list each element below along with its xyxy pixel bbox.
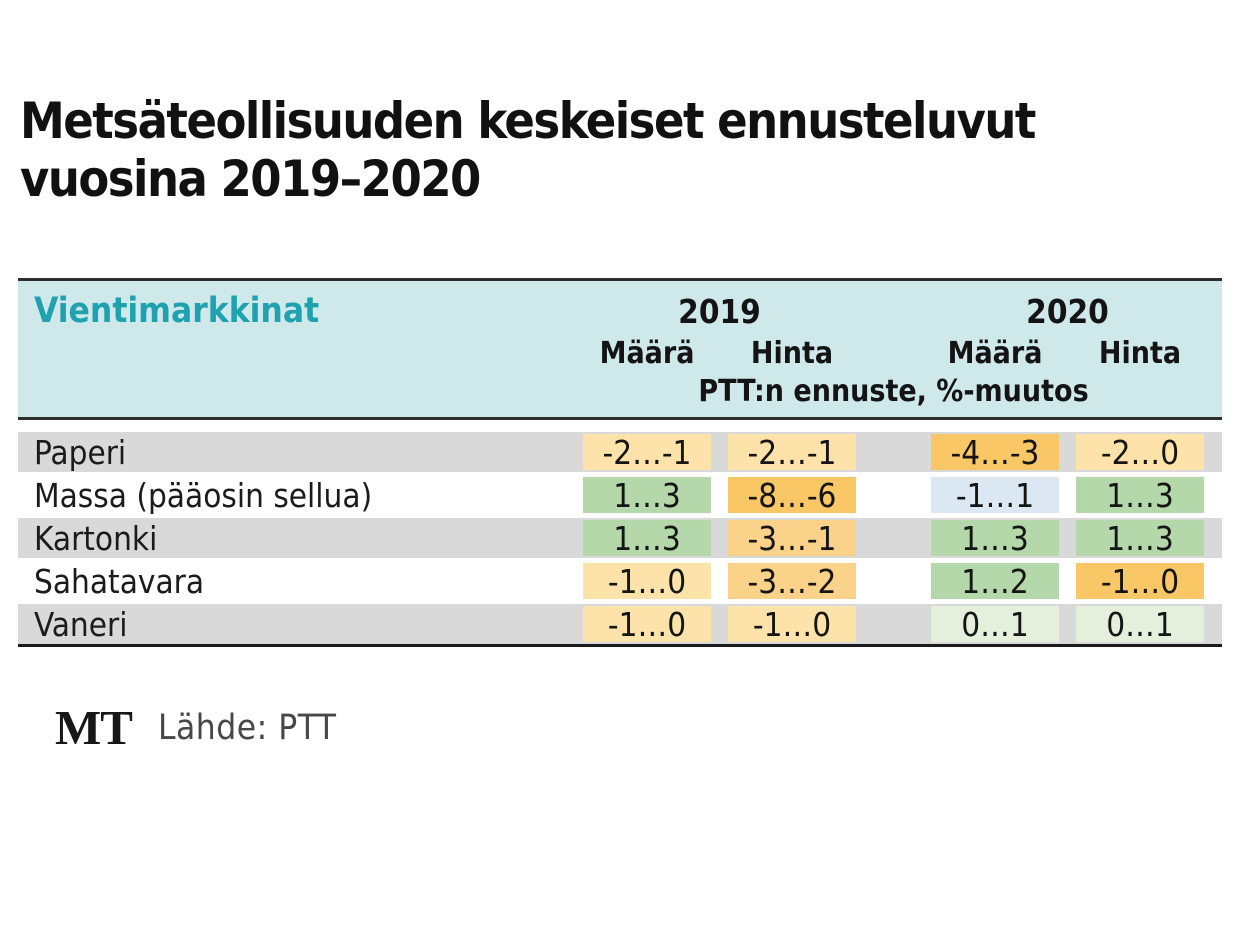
value-cell: -3…-2 [728, 562, 856, 601]
table-row-vaneri: Vaneri -1…0 -1…0 0…1 0…1 [18, 604, 1222, 644]
table-row-kartonki: Kartonki 1…3 -3…-1 1…3 1…3 [18, 518, 1222, 558]
value-cell: -3…-1 [728, 519, 856, 558]
row-label: Sahatavara [34, 561, 205, 601]
page-title-line1: Metsäteollisuuden keskeiset ennusteluvut [20, 92, 1036, 150]
row-label: Paperi [34, 432, 127, 472]
forecast-table: Vientimarkkinat 2019 2020 Määrä Hinta Mä… [18, 278, 1222, 647]
table-row-sahatavara: Sahatavara -1…0 -3…-2 1…2 -1…0 [18, 561, 1222, 601]
value-cell: -2…-1 [728, 433, 856, 472]
value-cell: 1…2 [931, 562, 1059, 601]
footer: MT Lähde: PTT [55, 699, 1240, 756]
forecast-note: PTT:n ennuste, %-muutos [698, 373, 1089, 409]
row-label: Kartonki [34, 518, 158, 558]
value-cell: -8…-6 [728, 476, 856, 515]
row-label: Massa (pääosin sellua) [34, 475, 373, 515]
value-cell: 1…3 [931, 519, 1059, 558]
page-title: Metsäteollisuuden keskeiset ennusteluvut… [20, 92, 1220, 208]
year-header-2020: 2020 [1026, 291, 1109, 331]
value-cell: 1…3 [1076, 519, 1204, 558]
value-cell: -4…-3 [931, 433, 1059, 472]
table-body: Paperi -2…-1 -2…-1 -4…-3 -2…0 Massa (pää… [18, 432, 1222, 647]
value-cell: -1…0 [583, 562, 711, 601]
row-label: Vaneri [34, 604, 128, 644]
value-cell: -1…1 [931, 476, 1059, 515]
table-header: Vientimarkkinat 2019 2020 Määrä Hinta Mä… [18, 278, 1222, 420]
column-header-2019-maara: Määrä [599, 335, 695, 371]
mt-logo: MT [55, 700, 133, 755]
value-cell: -2…0 [1076, 433, 1204, 472]
value-cell: 0…1 [931, 605, 1059, 644]
value-cell: 1…3 [583, 519, 711, 558]
year-header-2019: 2019 [678, 291, 761, 331]
table-row-paperi: Paperi -2…-1 -2…-1 -4…-3 -2…0 [18, 432, 1222, 472]
value-cell: -2…-1 [583, 433, 711, 472]
value-cell: -1…0 [1076, 562, 1204, 601]
page-title-line2: vuosina 2019–2020 [20, 150, 481, 208]
value-cell: -1…0 [583, 605, 711, 644]
column-header-2020-hinta: Hinta [1098, 335, 1182, 371]
source-text: Lähde: PTT [157, 707, 337, 748]
section-label: Vientimarkkinat [34, 291, 320, 331]
value-cell: 1…3 [583, 476, 711, 515]
column-header-2019-hinta: Hinta [750, 335, 834, 371]
column-header-2020-maara: Määrä [947, 335, 1043, 371]
value-cell: -1…0 [728, 605, 856, 644]
value-cell: 1…3 [1076, 476, 1204, 515]
value-cell: 0…1 [1076, 605, 1204, 644]
table-row-massa: Massa (pääosin sellua) 1…3 -8…-6 -1…1 1…… [18, 475, 1222, 515]
